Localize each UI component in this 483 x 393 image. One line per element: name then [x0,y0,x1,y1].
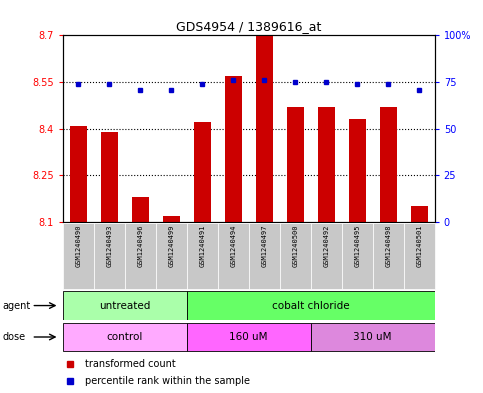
Text: 160 uM: 160 uM [229,332,268,342]
Text: GSM1240496: GSM1240496 [137,225,143,267]
Bar [63,292,187,320]
Bar [342,223,373,289]
Bar [194,123,211,222]
Text: untreated: untreated [99,301,151,310]
Bar [101,132,118,222]
Bar [318,107,335,222]
Title: GDS4954 / 1389616_at: GDS4954 / 1389616_at [176,20,321,33]
Bar [63,323,187,351]
Bar [373,223,404,289]
Bar [280,223,311,289]
Text: GSM1240493: GSM1240493 [106,225,112,267]
Bar [163,216,180,222]
Bar [311,223,342,289]
Text: GSM1240492: GSM1240492 [323,225,329,267]
Text: GSM1240495: GSM1240495 [354,225,360,267]
Bar [187,223,218,289]
Bar [256,35,273,222]
Bar [311,323,435,351]
Bar [404,223,435,289]
Text: GSM1240494: GSM1240494 [230,225,236,267]
Text: GSM1240500: GSM1240500 [292,225,298,267]
Bar [187,323,311,351]
Bar [411,206,428,222]
Text: GSM1240501: GSM1240501 [416,225,422,267]
Text: GSM1240490: GSM1240490 [75,225,81,267]
Text: GSM1240498: GSM1240498 [385,225,391,267]
Bar [349,119,366,222]
Bar [380,107,397,222]
Text: dose: dose [2,332,26,342]
Text: transformed count: transformed count [85,359,176,369]
Bar [187,292,435,320]
Text: GSM1240497: GSM1240497 [261,225,267,267]
Text: 310 uM: 310 uM [354,332,392,342]
Bar [225,76,242,222]
Text: agent: agent [2,301,30,310]
Bar [94,223,125,289]
Text: GSM1240491: GSM1240491 [199,225,205,267]
Bar [63,223,94,289]
Text: percentile rank within the sample: percentile rank within the sample [85,376,250,386]
Bar [249,223,280,289]
Bar [125,223,156,289]
Bar [132,197,149,222]
Text: control: control [107,332,143,342]
Text: cobalt chloride: cobalt chloride [272,301,350,310]
Text: GSM1240499: GSM1240499 [168,225,174,267]
Bar [70,126,87,222]
Bar [156,223,187,289]
Bar [218,223,249,289]
Bar [287,107,304,222]
